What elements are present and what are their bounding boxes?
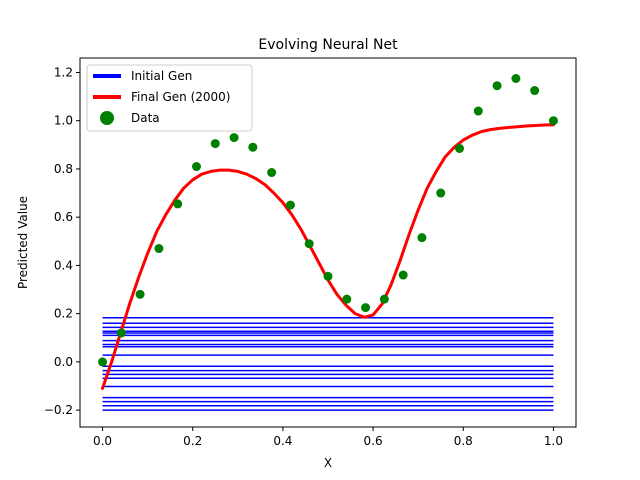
data-point-1	[116, 328, 126, 338]
y-tick-label-3: 0.4	[54, 258, 73, 272]
data-point-14	[361, 303, 371, 313]
data-point-2	[135, 289, 145, 299]
legend-initial-label: Initial Gen	[131, 69, 192, 83]
data-point-10	[285, 200, 295, 210]
data-point-8	[248, 142, 258, 152]
x-tick-label-3: 0.6	[364, 434, 383, 448]
plot-frame	[79, 57, 577, 428]
data-point-16	[398, 270, 408, 280]
data-point-21	[492, 81, 502, 91]
y-tick-label-4: 0.6	[54, 210, 73, 224]
data-point-19	[455, 143, 465, 153]
data-point-5	[191, 162, 201, 172]
y-tick-label-7: 1.2	[54, 65, 73, 79]
legend-data-label: Data	[131, 111, 160, 125]
data-point-9	[267, 168, 277, 178]
y-axis: −0.2 0.0 0.2 0.4 0.6 0.8 1.0 1.2	[44, 65, 80, 417]
y-tick-label-2: 0.2	[54, 307, 73, 321]
data-point-18	[436, 188, 446, 198]
x-tick-label-0: 0.0	[93, 434, 112, 448]
data-point-6	[210, 139, 220, 149]
y-tick-label-1: 0.0	[54, 355, 73, 369]
data-point-17	[417, 233, 427, 243]
x-tick-label-4: 0.8	[454, 434, 473, 448]
data-point-24	[548, 116, 558, 126]
data-point-0	[98, 357, 108, 367]
x-tick-label-2: 0.4	[273, 434, 292, 448]
x-axis: 0.0 0.2 0.4 0.6 0.8 1.0	[93, 427, 563, 448]
legend: Initial Gen Final Gen (2000) Data	[86, 64, 253, 132]
data-point-4	[173, 199, 183, 209]
legend-final-label: Final Gen (2000)	[131, 90, 230, 104]
chart-title: Evolving Neural Net	[258, 37, 398, 53]
data-point-22	[511, 74, 521, 83]
data-point-23	[530, 86, 540, 96]
data-point-15	[379, 294, 389, 304]
legend-box	[86, 64, 253, 132]
data-point-7	[229, 133, 239, 143]
x-axis-label: X	[324, 456, 332, 470]
data-point-13	[342, 294, 352, 304]
y-tick-label-5: 0.8	[54, 162, 73, 176]
data-point-12	[323, 271, 333, 281]
final-gen-line	[101, 123, 555, 390]
legend-data-swatch	[100, 111, 114, 125]
x-tick-label-5: 1.0	[544, 434, 563, 448]
y-tick-label-0: −0.2	[44, 403, 73, 417]
data-point-3	[154, 244, 164, 254]
y-axis-label: Predicted Value	[16, 196, 30, 289]
data-point-11	[304, 239, 314, 249]
data-point-20	[473, 106, 483, 116]
y-tick-label-6: 1.0	[54, 114, 73, 128]
x-tick-label-1: 0.2	[183, 434, 202, 448]
plot-area	[98, 74, 558, 411]
